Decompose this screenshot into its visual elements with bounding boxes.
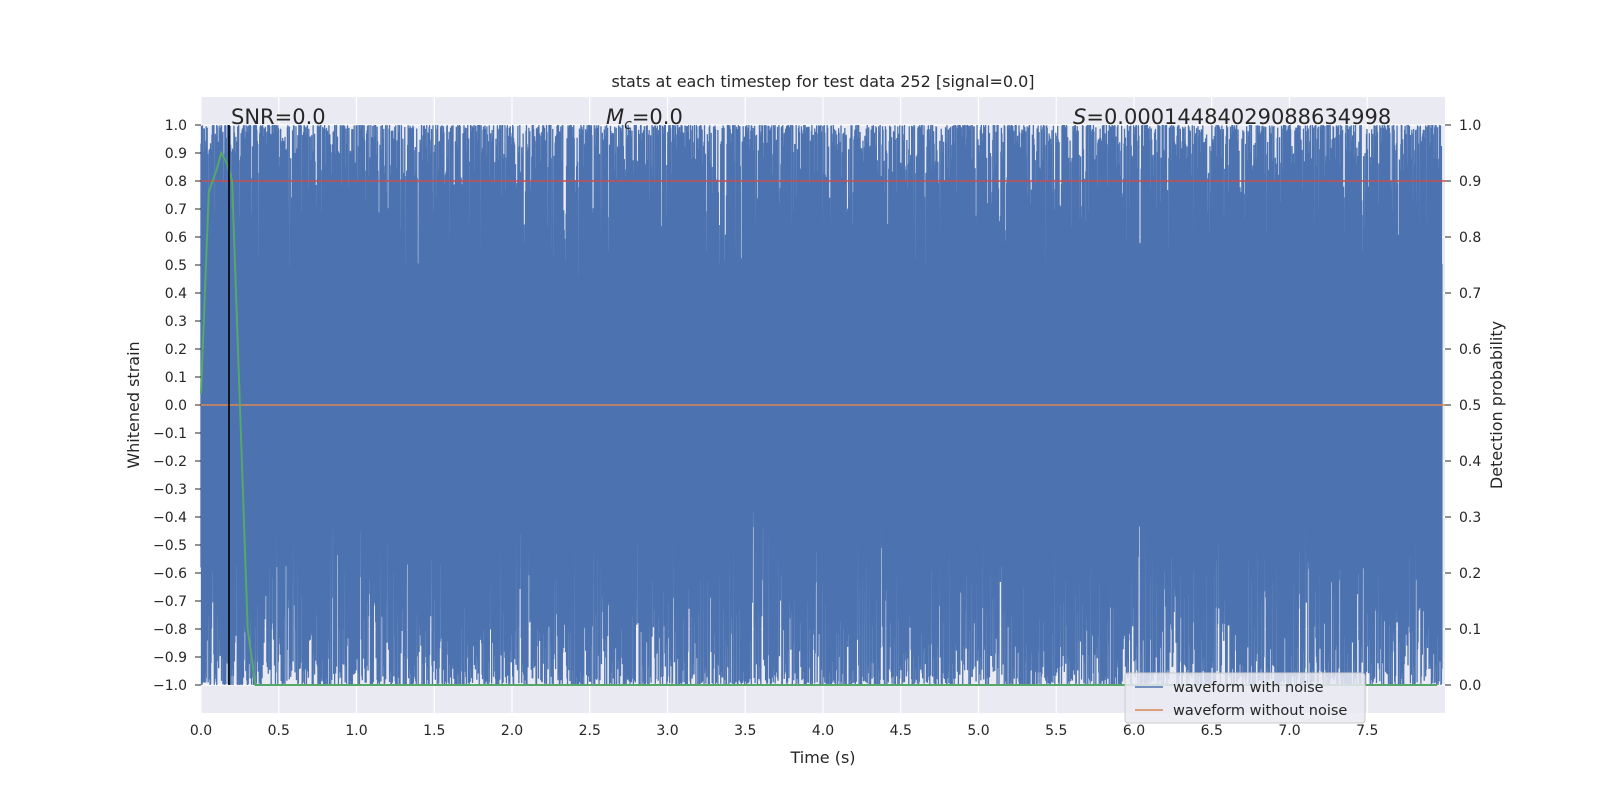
s-value: =0.00014484029088634998 — [1086, 105, 1391, 129]
y-left-tick-label: −0.2 — [153, 454, 187, 470]
x-tick-label: 4.0 — [812, 723, 834, 739]
y-right-tick-label: 0.8 — [1459, 230, 1481, 246]
y-left-tick-label: −0.6 — [153, 566, 187, 582]
y-left-tick-label: −0.4 — [153, 510, 187, 526]
y-left-tick-label: 0.9 — [165, 146, 187, 162]
chart-title: stats at each timestep for test data 252… — [611, 72, 1034, 91]
legend-label-without-noise: waveform without noise — [1173, 703, 1347, 719]
x-tick-label: 2.5 — [579, 723, 601, 739]
y-left-tick-label: 1.0 — [165, 118, 187, 134]
y-left-tick-label: −0.3 — [153, 482, 187, 498]
mc-subscript: c — [624, 117, 632, 133]
y-right-tick-labels: 1.0 0.9 0.8 0.7 0.6 0.5 0.4 0.3 0.2 0.1 0.0 — [1445, 118, 1481, 694]
detection-probability-line — [200, 150, 1438, 686]
y-left-tick-label: −1.0 — [153, 678, 187, 694]
y-left-tick-label: 0.0 — [165, 398, 187, 414]
overlay-lines — [200, 125, 1445, 686]
y-axis-label-right: Detection probability — [1487, 321, 1506, 489]
x-tick-label: 0.5 — [268, 723, 290, 739]
y-right-tick-label: 0.6 — [1459, 342, 1481, 358]
y-right-tick-label: 0.4 — [1459, 454, 1481, 470]
y-right-tick-label: 0.2 — [1459, 566, 1481, 582]
mc-symbol: M — [606, 105, 624, 129]
s-annotation: S=0.00014484029088634998 — [1073, 105, 1391, 129]
y-left-tick-label: −0.5 — [153, 538, 187, 554]
y-axis-label-left: Whitened strain — [124, 341, 143, 468]
y-right-tick-label: 0.0 — [1459, 678, 1481, 694]
y-left-tick-label: −0.1 — [153, 426, 187, 442]
x-tick-label: 5.5 — [1045, 723, 1067, 739]
x-tick-label: 3.5 — [734, 723, 756, 739]
snr-annotation: SNR=0.0 — [231, 105, 326, 129]
y-left-tick-label: 0.4 — [165, 286, 187, 302]
y-left-tick-labels: 1.0 0.9 0.8 0.7 0.6 0.5 0.4 0.3 0.2 0.1 0.0 −0.1 −0.… — [153, 118, 201, 694]
y-right-tick-label: 0.3 — [1459, 510, 1481, 526]
waveform-with-noise-line — [200, 124, 1443, 686]
y-left-tick-label: 0.1 — [165, 370, 187, 386]
y-right-tick-label: 1.0 — [1459, 118, 1481, 134]
legend: waveform with noise waveform without noi… — [1124, 672, 1366, 724]
x-tick-label: 2.0 — [501, 723, 523, 739]
y-left-tick-label: −0.9 — [153, 650, 187, 666]
x-tick-label: 6.5 — [1201, 723, 1223, 739]
y-right-tick-label: 0.5 — [1459, 398, 1481, 414]
y-right-tick-label: 0.7 — [1459, 286, 1481, 302]
legend-box — [1124, 672, 1366, 724]
y-left-tick-label: −0.8 — [153, 622, 187, 638]
mc-value: =0.0 — [632, 105, 683, 129]
x-tick-label: 4.5 — [890, 723, 912, 739]
y-left-tick-label: 0.2 — [165, 342, 187, 358]
y-right-tick-label: 0.9 — [1459, 174, 1481, 190]
y-left-tick-label: 0.3 — [165, 314, 187, 330]
x-tick-label: 7.5 — [1356, 723, 1378, 739]
legend-label-with-noise: waveform with noise — [1173, 680, 1324, 696]
x-tick-label: 3.0 — [656, 723, 678, 739]
x-tick-label: 7.0 — [1278, 723, 1300, 739]
y-left-tick-label: 0.5 — [165, 258, 187, 274]
x-tick-label: 1.5 — [423, 723, 445, 739]
y-right-tick-label: 0.1 — [1459, 622, 1481, 638]
x-tick-label: 6.0 — [1123, 723, 1145, 739]
x-tick-label: 0.0 — [190, 723, 212, 739]
x-tick-label: 5.0 — [967, 723, 989, 739]
x-tick-labels: 0.0 0.5 1.0 1.5 2.0 2.5 3.0 3.5 4.0 4.5 5.0 5.5 6.0 6… — [190, 723, 1379, 739]
y-left-tick-label: 0.6 — [165, 230, 187, 246]
y-left-tick-label: 0.7 — [165, 202, 187, 218]
y-left-tick-label: −0.7 — [153, 594, 187, 610]
s-symbol: S — [1073, 105, 1086, 129]
x-axis-label: Time (s) — [789, 748, 855, 767]
y-left-tick-label: 0.8 — [165, 174, 187, 190]
chirp-mass-annotation: Mc=0.0 — [606, 105, 683, 133]
waveform-with-noise-series — [200, 124, 1443, 686]
x-tick-label: 1.0 — [345, 723, 367, 739]
